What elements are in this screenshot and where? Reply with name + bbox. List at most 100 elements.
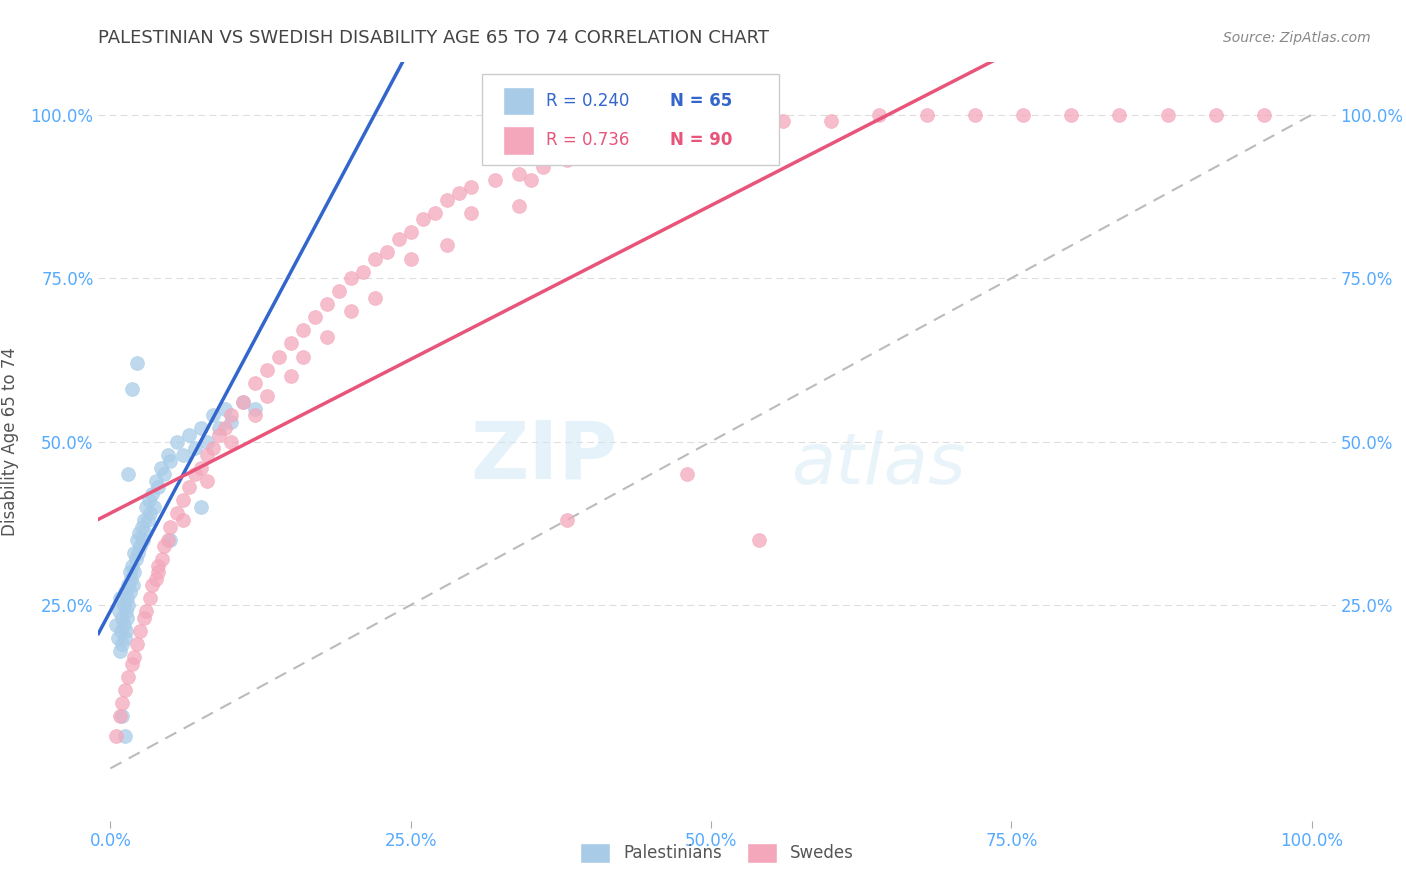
- Point: [219, 434, 242, 449]
- Point: [112, 617, 135, 632]
- Point: [141, 487, 163, 501]
- Point: [508, 199, 530, 213]
- Point: [111, 611, 134, 625]
- Point: [107, 631, 129, 645]
- Point: [388, 232, 411, 246]
- Point: [111, 637, 134, 651]
- Point: [136, 513, 159, 527]
- Point: [127, 546, 149, 560]
- Point: [115, 624, 138, 639]
- Text: PALESTINIAN VS SWEDISH DISABILITY AGE 65 TO 74 CORRELATION CHART: PALESTINIAN VS SWEDISH DISABILITY AGE 65…: [98, 29, 769, 47]
- Point: [219, 415, 242, 429]
- Point: [190, 421, 212, 435]
- Point: [105, 617, 128, 632]
- Point: [138, 493, 160, 508]
- Point: [108, 591, 131, 606]
- Point: [555, 153, 578, 168]
- Text: atlas: atlas: [792, 430, 966, 499]
- Point: [1156, 108, 1178, 122]
- Point: [120, 572, 142, 586]
- Point: [159, 533, 181, 547]
- Point: [315, 330, 337, 344]
- Point: [121, 558, 143, 573]
- Point: [117, 591, 139, 606]
- Point: [676, 467, 699, 482]
- Point: [339, 303, 361, 318]
- Point: [256, 389, 278, 403]
- Point: [142, 500, 165, 514]
- Point: [157, 448, 180, 462]
- Point: [1060, 108, 1083, 122]
- Point: [328, 284, 350, 298]
- Point: [114, 631, 136, 645]
- Point: [315, 297, 337, 311]
- Point: [118, 566, 141, 580]
- Point: [267, 350, 290, 364]
- Point: [484, 173, 506, 187]
- Point: [256, 362, 278, 376]
- Point: [219, 409, 242, 423]
- Point: [579, 147, 602, 161]
- Point: [460, 179, 482, 194]
- Point: [128, 526, 150, 541]
- Point: [153, 467, 176, 482]
- Point: [114, 682, 136, 697]
- Point: [243, 409, 266, 423]
- FancyBboxPatch shape: [482, 74, 779, 165]
- Point: [214, 421, 236, 435]
- Point: [172, 493, 194, 508]
- Point: [243, 376, 266, 390]
- Point: [124, 546, 146, 560]
- Point: [117, 611, 139, 625]
- Point: [150, 552, 173, 566]
- Point: [1012, 108, 1035, 122]
- Point: [121, 657, 143, 671]
- Point: [132, 533, 155, 547]
- Point: [166, 507, 188, 521]
- Point: [207, 428, 229, 442]
- Point: [129, 539, 152, 553]
- Point: [112, 598, 135, 612]
- Point: [141, 578, 163, 592]
- Point: [105, 729, 128, 743]
- Point: [145, 572, 167, 586]
- Point: [214, 401, 236, 416]
- Point: [531, 160, 554, 174]
- Point: [364, 291, 387, 305]
- Point: [117, 467, 139, 482]
- Point: [108, 643, 131, 657]
- Point: [114, 585, 136, 599]
- Point: [115, 605, 138, 619]
- Point: [917, 108, 939, 122]
- Point: [122, 578, 145, 592]
- Point: [190, 460, 212, 475]
- Point: [117, 598, 139, 612]
- Point: [172, 513, 194, 527]
- Point: [735, 120, 758, 135]
- FancyBboxPatch shape: [503, 126, 534, 154]
- Point: [172, 448, 194, 462]
- Point: [159, 519, 181, 533]
- Point: [652, 134, 675, 148]
- Point: [134, 526, 156, 541]
- Point: [868, 108, 890, 122]
- Point: [436, 193, 458, 207]
- Point: [291, 350, 314, 364]
- Point: [1253, 108, 1275, 122]
- Point: [117, 578, 139, 592]
- Point: [423, 206, 446, 220]
- Point: [139, 591, 162, 606]
- Point: [460, 206, 482, 220]
- Text: Source: ZipAtlas.com: Source: ZipAtlas.com: [1223, 31, 1371, 45]
- Point: [280, 369, 302, 384]
- Point: [125, 533, 148, 547]
- Point: [412, 212, 434, 227]
- Point: [291, 323, 314, 337]
- Point: [148, 558, 170, 573]
- Y-axis label: Disability Age 65 to 74: Disability Age 65 to 74: [1, 347, 20, 536]
- Point: [117, 670, 139, 684]
- Point: [114, 729, 136, 743]
- Point: [627, 134, 650, 148]
- Point: [131, 519, 153, 533]
- Point: [177, 480, 200, 494]
